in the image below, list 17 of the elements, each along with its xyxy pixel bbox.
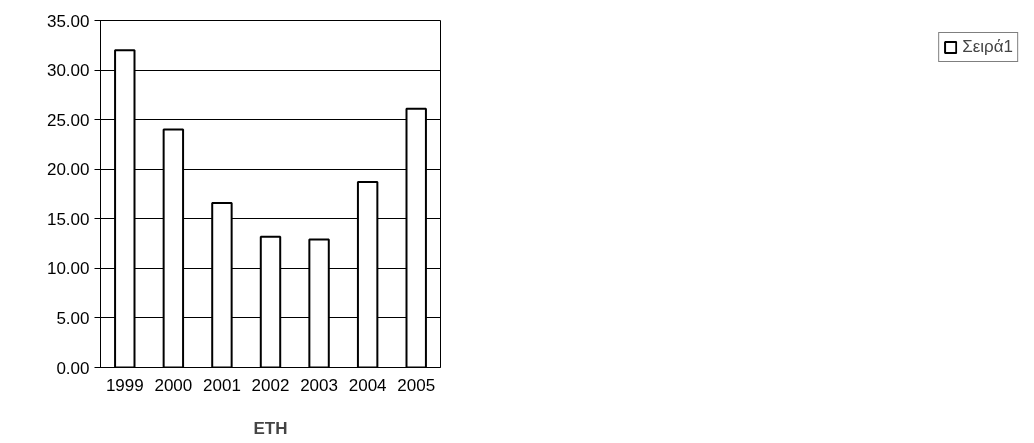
x-tick-label: 2004 bbox=[348, 375, 387, 395]
y-tick-label: 30.00 bbox=[46, 61, 90, 81]
y-tick-label: 10.00 bbox=[46, 259, 90, 279]
y-tick-label: 5.00 bbox=[56, 308, 90, 328]
x-tick-label: 1999 bbox=[105, 375, 144, 395]
x-tick-label: 2005 bbox=[397, 375, 436, 395]
x-tick-label: 2003 bbox=[300, 375, 338, 395]
x-tick-label: 2002 bbox=[251, 375, 290, 395]
y-tick-label: 20.00 bbox=[46, 160, 90, 180]
y-tick-label: 0.00 bbox=[56, 358, 90, 378]
legend-label: Σειρά1 bbox=[962, 37, 1013, 57]
y-tick-label: 25.00 bbox=[46, 110, 90, 130]
x-axis-title: ΕΤΗ bbox=[253, 418, 288, 438]
y-tick-label: 35.00 bbox=[46, 11, 90, 31]
x-tick-label: 2000 bbox=[154, 375, 193, 395]
y-tick-label: 15.00 bbox=[46, 209, 90, 229]
x-tick-label: 2001 bbox=[203, 375, 241, 395]
